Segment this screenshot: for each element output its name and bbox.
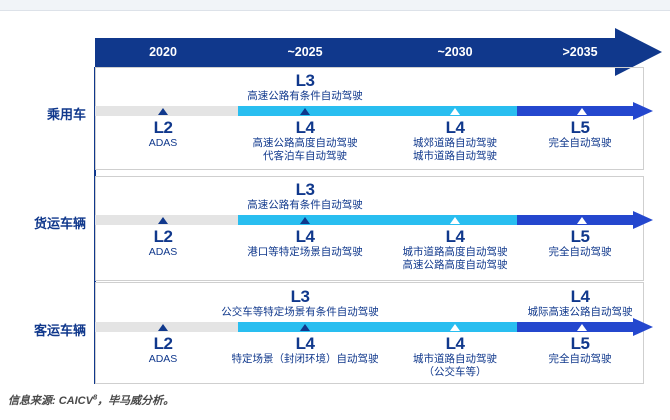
annotation-row2-2030: L4 城市道路高度自动驾驶 高速公路高度自动驾驶 <box>403 227 508 272</box>
marker-triangle-icon <box>450 108 460 115</box>
year-label-2030: ~2030 <box>437 45 473 59</box>
bar-arrowhead-icon-row1 <box>633 102 653 120</box>
level-description: 高速公路高度自动驾驶 <box>252 137 358 149</box>
year-label-2020: 2020 <box>149 45 177 59</box>
marker-triangle-icon <box>300 108 310 115</box>
source-note-suffix: ，毕马威分析。 <box>97 395 175 407</box>
bar-segment-cyan-row2 <box>238 215 517 225</box>
bar-arrowhead-icon-row2 <box>633 211 653 229</box>
row-label-transit-vehicle: 客运车辆 <box>33 323 86 338</box>
marker-triangle-icon <box>158 324 168 331</box>
level-label: L3 <box>295 180 315 199</box>
level-description: ADAS <box>148 353 178 365</box>
level-description: 代客泊车自动驾驶 <box>263 150 347 162</box>
marker-triangle-icon <box>158 217 168 224</box>
level-label: L4 <box>445 118 465 137</box>
level-description: 高速公路有条件自动驾驶 <box>247 90 363 102</box>
marker-triangle-icon <box>577 324 587 331</box>
level-label: L4 <box>295 118 315 137</box>
annotation-row1-above-2025: L3 高速公路有条件自动驾驶 <box>247 71 363 103</box>
annotation-row3-above-2035: L4 城际高速公路自动驾驶 <box>528 287 633 319</box>
level-label: L3 <box>295 71 315 90</box>
level-description: 高速公路有条件自动驾驶 <box>247 199 363 211</box>
level-description: ADAS <box>148 246 178 258</box>
year-label-2035: >2035 <box>562 45 598 59</box>
annotation-row1-2030: L4 城郊道路自动驾驶 城市道路自动驾驶 <box>413 118 497 163</box>
annotation-row3-above-2025: L3 公交车等特定场景有条件自动驾驶 <box>221 287 379 319</box>
level-description: 完全自动驾驶 <box>548 353 612 365</box>
level-label: L2 <box>153 118 173 137</box>
annotation-row2-above-2025: L3 高速公路有条件自动驾驶 <box>247 180 363 212</box>
level-description: 城市道路高度自动驾驶 <box>402 246 508 258</box>
row-label-freight-vehicle: 货运车辆 <box>33 216 86 231</box>
bar-segment-cyan-row3 <box>238 322 517 332</box>
marker-triangle-icon <box>300 217 310 224</box>
annotation-row3-2020: L2 ADAS <box>149 334 178 366</box>
level-label: L5 <box>570 334 590 353</box>
level-label: L2 <box>153 334 173 353</box>
year-label-2025: ~2025 <box>287 45 323 59</box>
level-description: （公交车等） <box>423 366 487 378</box>
source-note: 信息来源: CAICV8，毕马威分析。 <box>8 392 174 408</box>
bar-segment-blue-row1 <box>517 106 633 116</box>
level-description: 完全自动驾驶 <box>548 137 612 149</box>
annotation-row2-2025: L4 港口等特定场景自动驾驶 <box>247 227 363 259</box>
level-description: 完全自动驾驶 <box>548 246 612 258</box>
marker-triangle-icon <box>450 217 460 224</box>
source-note-prefix: 信息来源: CAICV <box>8 395 93 407</box>
level-description: 城市道路自动驾驶 <box>413 353 497 365</box>
annotation-row2-2035: L5 完全自动驾驶 <box>549 227 612 259</box>
level-label: L4 <box>295 227 315 246</box>
level-label: L3 <box>290 287 310 306</box>
annotation-row1-2035: L5 完全自动驾驶 <box>549 118 612 150</box>
bar-segment-cyan-row1 <box>238 106 517 116</box>
annotation-row1-2025: L4 高速公路高度自动驾驶 代客泊车自动驾驶 <box>253 118 358 163</box>
annotation-row2-2020: L2 ADAS <box>149 227 178 259</box>
source-note-footnote-number: 8 <box>92 392 98 402</box>
annotation-row3-2025: L4 特定场景（封闭环境）自动驾驶 <box>232 334 379 366</box>
level-label: L4 <box>445 227 465 246</box>
bar-segment-blue-row2 <box>517 215 633 225</box>
level-description: 城际高速公路自动驾驶 <box>527 306 633 318</box>
level-description: 城郊道路自动驾驶 <box>413 137 497 149</box>
level-description: 高速公路高度自动驾驶 <box>402 259 508 271</box>
level-description: ADAS <box>148 137 178 149</box>
level-label: L5 <box>570 118 590 137</box>
annotation-row3-2035: L5 完全自动驾驶 <box>549 334 612 366</box>
timeline-arrow-banner <box>95 38 615 67</box>
level-label: L4 <box>445 334 465 353</box>
bar-arrowhead-icon-row3 <box>633 318 653 336</box>
annotation-row3-2030: L4 城市道路自动驾驶 （公交车等） <box>413 334 497 379</box>
marker-triangle-icon <box>450 324 460 331</box>
level-description: 公交车等特定场景有条件自动驾驶 <box>221 306 379 318</box>
row-label-passenger-car: 乘用车 <box>46 107 86 122</box>
marker-triangle-icon <box>577 108 587 115</box>
marker-triangle-icon <box>577 217 587 224</box>
level-label: L4 <box>295 334 315 353</box>
level-label: L5 <box>570 227 590 246</box>
level-description: 特定场景（封闭环境）自动驾驶 <box>231 353 379 365</box>
level-description: 港口等特定场景自动驾驶 <box>247 246 363 258</box>
level-label: L4 <box>570 287 590 306</box>
marker-triangle-icon <box>158 108 168 115</box>
page-top-divider <box>0 0 670 11</box>
timeline-arrowhead-icon <box>615 28 662 76</box>
marker-triangle-icon <box>300 324 310 331</box>
level-description: 城市道路自动驾驶 <box>413 150 497 162</box>
annotation-row1-2020: L2 ADAS <box>149 118 178 150</box>
level-label: L2 <box>153 227 173 246</box>
bar-segment-blue-row3 <box>517 322 633 332</box>
